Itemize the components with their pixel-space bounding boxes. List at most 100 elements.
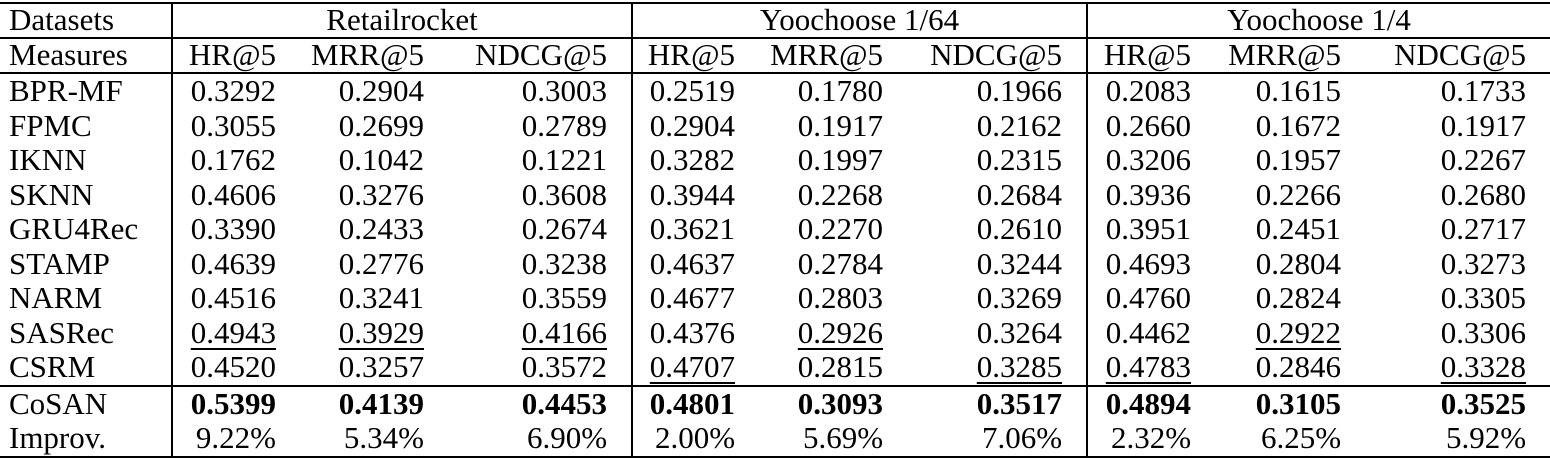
- metric-value-cell: 0.4801: [649, 385, 736, 421]
- metric-value-cell: 0.3273: [1440, 246, 1527, 281]
- metric-value-cell: 0.2519: [649, 73, 736, 108]
- metric-value-cell: 0.4139: [338, 385, 424, 421]
- metric-value-cell: 0.2904: [649, 108, 736, 143]
- model-name-cell: Improv.: [0, 421, 173, 457]
- metric-value-cell: 0.3936: [1105, 177, 1192, 212]
- metric-value-cell: 0.2268: [797, 177, 884, 212]
- metric-value-cell: 0.2789: [448, 108, 634, 144]
- metric-value-cell: 0.2776: [338, 246, 424, 281]
- metric-value-cell: 0.3517: [907, 385, 1089, 422]
- metric-value-cell: 0.2803: [797, 281, 884, 316]
- metric-value-cell: 0.4166: [448, 315, 634, 351]
- metric-value-cell: 0.4637: [649, 246, 736, 281]
- metric-value-cell: 0.2266: [1255, 177, 1342, 212]
- metric-value-cell: 0.3244: [907, 246, 1089, 282]
- metric-value-cell: 0.2684: [907, 177, 1089, 213]
- model-name-cell: FPMC: [0, 108, 173, 144]
- metric-value-cell: 0.4783: [1087, 350, 1216, 387]
- measures-corner-label: Measures: [0, 38, 173, 74]
- measure-header: MRR@5: [300, 38, 448, 74]
- measure-header: MRR@5: [1215, 38, 1366, 74]
- metric-value-cell: 0.4516: [190, 281, 276, 316]
- metric-value-cell: 0.2610: [907, 212, 1089, 247]
- metric-value-cell: 0.2824: [1255, 281, 1342, 316]
- metric-value-cell: 0.4677: [649, 281, 736, 316]
- measure-header: HR@5: [1087, 38, 1216, 74]
- metric-value-cell: 0.4606: [190, 177, 276, 212]
- measure-header: NDCG@5: [1365, 38, 1550, 74]
- metric-value-cell: 0.5399: [190, 385, 276, 421]
- metric-value-cell: 9.22%: [195, 421, 276, 456]
- metric-value-cell: 0.4639: [190, 246, 276, 281]
- model-name-cell: CSRM: [0, 350, 173, 387]
- table-row: BPR-MF 0.3292 0.2904 0.3003 0.2519 0.1780 0.19…: [0, 73, 1550, 109]
- metric-value-cell: 0.4520: [172, 350, 300, 387]
- measure-header: NDCG@5: [448, 38, 634, 74]
- metric-value-cell: 0.2784: [797, 246, 884, 281]
- metric-value-cell: 0.1997: [797, 143, 884, 178]
- metric-value-cell: 5.92%: [1445, 421, 1527, 456]
- metric-value-cell: 0.3944: [649, 177, 736, 212]
- cosan-and-improvement-rows: CoSAN 0.5399 0.4139 0.4453 0.4801 0.3093 0.351…: [0, 385, 1550, 457]
- measures-header-row: Measures HR@5 MRR@5 NDCG@5 HR@5 MRR@5 ND…: [0, 38, 1550, 74]
- metric-value-cell: 0.3608: [448, 177, 634, 213]
- table-row: FPMC 0.3055 0.2699 0.2789 0.2904 0.1917 0.2162…: [0, 108, 1550, 144]
- metric-value-cell: 2.00%: [654, 421, 736, 456]
- metric-value-cell: 0.4376: [649, 315, 736, 350]
- datasets-header-row: Datasets Retailrocket Yoochoose 1/64 Yoo…: [0, 3, 1550, 39]
- model-name-cell: IKNN: [0, 143, 173, 178]
- metric-value-cell: 0.2680: [1440, 177, 1527, 212]
- metric-value-cell: 2.32%: [1110, 421, 1192, 456]
- table-header: Datasets Retailrocket Yoochoose 1/64 Yoo…: [0, 3, 1550, 74]
- table-row: Improv. 9.22% 5.34% 6.90% 2.00% 5.69% 7.06% 2.3…: [0, 421, 1550, 457]
- metric-value-cell: 0.3328: [1365, 350, 1550, 387]
- metric-value-cell: 0.2315: [907, 143, 1089, 178]
- model-name-cell: SKNN: [0, 177, 173, 213]
- model-name-cell: CoSAN: [0, 385, 173, 422]
- metric-value-cell: 0.3285: [907, 350, 1089, 387]
- model-name-cell: NARM: [0, 281, 173, 316]
- metric-value-cell: 0.3305: [1440, 281, 1527, 316]
- model-name-cell: STAMP: [0, 246, 173, 282]
- metric-value-cell: 0.3559: [448, 281, 634, 316]
- dataset-group-header-yoochoose-1-64: Yoochoose 1/64: [632, 3, 1089, 39]
- model-name-cell: BPR-MF: [0, 73, 173, 109]
- metric-value-cell: 0.3003: [448, 73, 634, 109]
- metric-value-cell: 0.2717: [1440, 212, 1527, 247]
- metric-value-cell: 0.4894: [1105, 385, 1192, 421]
- metric-value-cell: 0.3241: [338, 281, 424, 316]
- measure-header: HR@5: [632, 38, 760, 74]
- metric-value-cell: 0.1042: [338, 143, 424, 178]
- metric-value-cell: 0.2699: [338, 108, 424, 143]
- metric-value-cell: 0.2270: [797, 212, 884, 247]
- measure-header: MRR@5: [759, 38, 908, 74]
- model-name-cell: GRU4Rec: [0, 212, 173, 247]
- metric-value-cell: 0.3306: [1440, 315, 1527, 350]
- metric-value-cell: 0.2451: [1255, 212, 1342, 247]
- metric-value-cell: 0.3929: [338, 315, 424, 350]
- baseline-rows: BPR-MF 0.3292 0.2904 0.3003 0.2519 0.1780 0.19…: [0, 73, 1550, 387]
- metric-value-cell: 0.2815: [759, 350, 908, 387]
- metric-value-cell: 0.3206: [1105, 143, 1192, 178]
- metric-value-cell: 0.1957: [1255, 143, 1342, 178]
- metric-value-cell: 0.3093: [797, 385, 884, 421]
- metric-value-cell: 0.1221: [448, 143, 634, 178]
- table-row: NARM 0.4516 0.3241 0.3559 0.4677 0.2803 0.3269…: [0, 281, 1550, 316]
- metric-value-cell: 0.2804: [1255, 246, 1342, 281]
- metric-value-cell: 0.3390: [190, 212, 276, 247]
- metric-value-cell: 0.3055: [190, 108, 276, 143]
- metric-value-cell: 0.1733: [1440, 73, 1527, 108]
- table-row: CoSAN 0.5399 0.4139 0.4453 0.4801 0.3093 0.351…: [0, 385, 1550, 422]
- metric-value-cell: 0.2904: [338, 73, 424, 108]
- metric-value-cell: 0.2922: [1255, 315, 1342, 350]
- metric-value-cell: 0.2846: [1215, 350, 1366, 387]
- measure-header: HR@5: [172, 38, 300, 74]
- metric-value-cell: 0.3264: [907, 315, 1089, 351]
- metric-value-cell: 0.3257: [300, 350, 448, 387]
- metric-value-cell: 0.4693: [1105, 246, 1192, 281]
- metric-value-cell: 0.3105: [1255, 385, 1342, 421]
- table-row: SASRec 0.4943 0.3929 0.4166 0.4376 0.2926 0.32…: [0, 315, 1550, 351]
- metric-value-cell: 0.2660: [1105, 108, 1192, 143]
